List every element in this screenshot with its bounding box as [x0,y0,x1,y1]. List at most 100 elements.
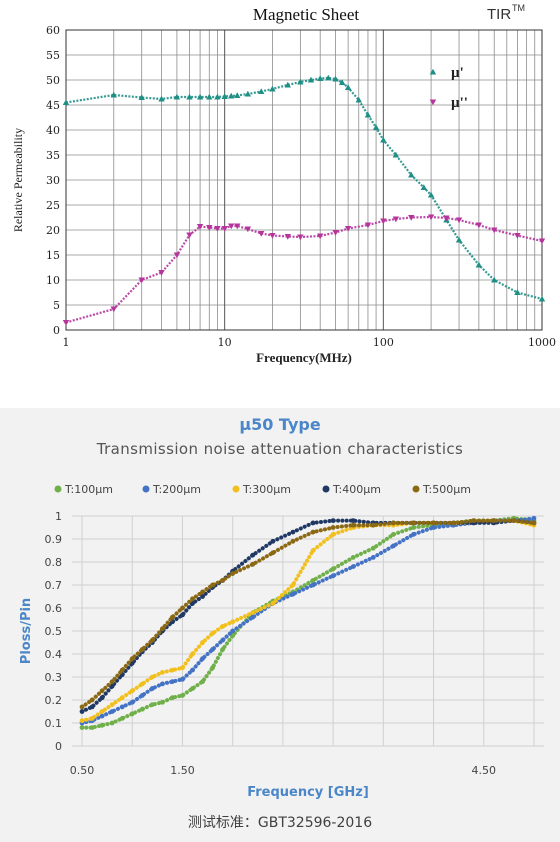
y-tick-label: 0.1 [45,717,63,730]
data-point [190,667,195,673]
y-axis-label: Relative Permeability [11,128,25,232]
chart2-title: µ50 Type [239,415,321,434]
data-point [310,520,316,526]
data-point [244,226,252,233]
data-point [200,656,205,661]
data-point [109,709,115,714]
legend-marker [322,485,330,493]
data-point [214,225,221,232]
y-tick-label: 55 [46,49,60,62]
y-tick-label: 0.6 [45,602,63,615]
data-point [411,525,416,530]
data-point [200,679,205,684]
data-point [200,640,205,645]
data-point [158,95,165,102]
data-point [119,695,125,701]
data-point [310,529,316,535]
y-tick-label: 0.3 [45,671,63,684]
data-point [514,289,521,296]
data-point [110,306,117,313]
data-point [330,518,336,523]
data-point [370,545,376,551]
data-point [297,234,304,241]
data-point [228,223,235,230]
data-point [159,626,165,632]
data-point [138,94,145,101]
x-axis-label: Frequency(MHz) [256,350,352,365]
data-point [119,667,125,673]
data-point [79,718,85,724]
data-point [220,637,226,643]
legend-marker [429,99,437,106]
data-point [230,571,236,576]
data-point [330,532,336,537]
data-point [350,518,356,523]
data-point [491,276,498,283]
data-point [511,518,517,523]
y-tick-label: 0.2 [45,694,63,707]
y-tick-label: 45 [46,99,60,112]
data-point [139,706,145,712]
data-point [431,520,436,526]
data-point [234,223,241,230]
data-point [180,665,185,671]
x-tick-label: 1 [63,336,70,349]
data-point [338,79,346,86]
data-point [325,74,332,81]
data-point [220,624,226,629]
data-point [475,222,483,229]
noise-attenuation-panel: µ50 Type Transmission noise attenuation c… [0,408,560,842]
data-point [427,191,435,198]
data-point [290,591,296,597]
data-point [392,151,400,158]
data-point [62,99,70,106]
data-point [531,520,537,526]
y-tick-label: 50 [46,74,60,87]
data-point [310,582,316,588]
data-point [149,686,155,691]
data-point [269,85,276,92]
plot-frame [65,29,543,331]
y-tick-label: 0.9 [45,533,63,546]
data-point [79,725,85,730]
data-point [307,76,315,83]
x-tick-label: 100 [373,336,394,349]
data-point [531,515,537,521]
data-point [89,725,95,730]
y-tick-label: 1 [55,510,62,523]
data-point [210,647,215,652]
data-point [427,214,435,221]
data-point [173,252,181,259]
y-tick-label: 0.8 [45,556,63,569]
data-point [170,667,175,673]
x-tick-label: 10 [218,336,232,349]
chart2-subtitle: Transmission noise attenuation character… [96,440,464,458]
data-point [411,532,416,537]
data-point [451,520,457,526]
data-point [196,93,204,100]
series-line [80,518,536,714]
data-point [214,93,221,100]
data-point [190,596,195,602]
data-point [186,232,193,239]
data-point [180,693,185,698]
data-point [190,686,195,691]
data-point [250,561,256,567]
series-line [80,516,536,725]
x-axis-label: Frequency [GHz] [247,785,369,800]
y-tick-label: 0.5 [45,625,63,638]
data-point [138,277,145,284]
y-tick-label: 40 [46,124,60,137]
data-point [538,238,546,245]
y-tick-label: 10 [46,274,60,287]
data-point [129,660,135,666]
data-point [390,520,396,526]
data-point [250,552,256,558]
data-point [173,93,181,100]
data-point [139,647,145,652]
data-point [190,651,195,657]
data-point [390,543,396,549]
data-point [297,78,304,85]
data-point [491,227,498,234]
data-point [234,92,241,99]
